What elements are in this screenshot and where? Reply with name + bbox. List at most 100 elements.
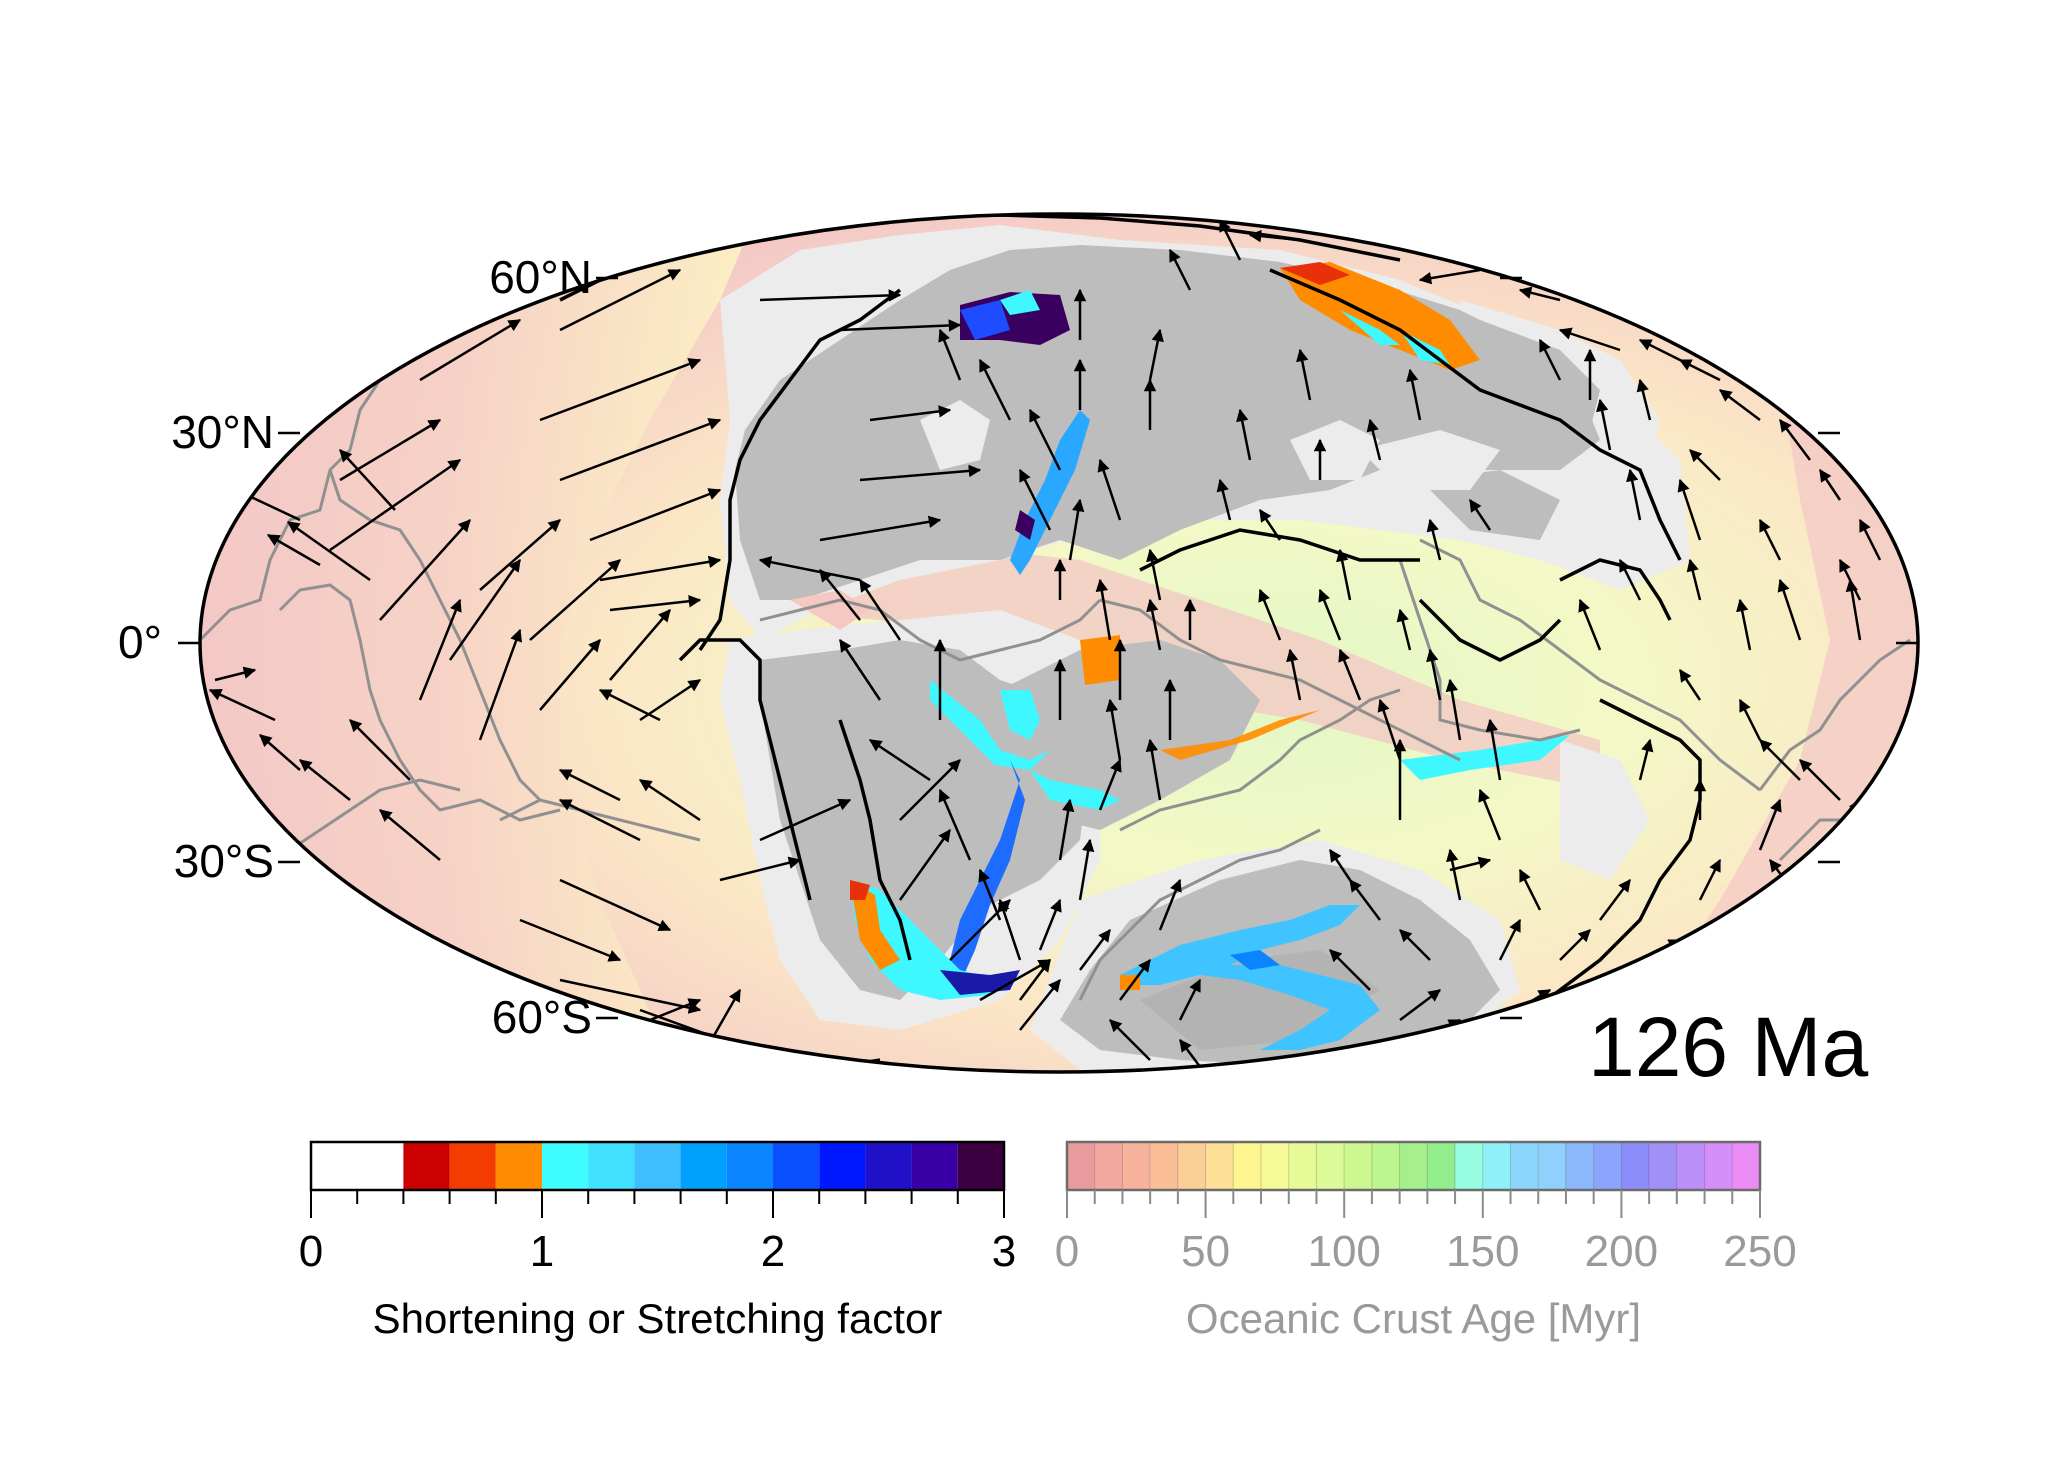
velocity-arrow — [609, 595, 702, 612]
velocity-arrow — [859, 464, 982, 482]
velocity-arrow — [1468, 498, 1492, 531]
velocity-arrow — [609, 609, 671, 681]
velocity-arrow — [839, 319, 962, 332]
velocity-arrow — [479, 519, 561, 591]
velocity-arrow — [1216, 478, 1232, 521]
subduction-zone-line — [1269, 268, 1682, 561]
velocity-arrow — [1518, 286, 1561, 302]
colorbar-segment — [1426, 1141, 1456, 1191]
subduction-zone-line — [678, 638, 812, 901]
velocity-arrow — [1119, 959, 1151, 1001]
velocity-arrow — [1068, 498, 1085, 561]
colorbar-segment — [1205, 1141, 1234, 1191]
colorbar-frame — [1065, 1140, 1762, 1192]
panthalassa-ocean-field — [200, 214, 760, 1072]
velocity-arrow — [286, 520, 371, 582]
velocity-arrow — [419, 318, 522, 382]
velocity-arrow — [899, 759, 961, 821]
velocity-arrow — [1845, 578, 1862, 641]
velocity-arrow — [208, 688, 276, 722]
velocity-arrow — [1148, 328, 1164, 381]
colorbar-segment — [1648, 1141, 1678, 1191]
colorbar-tick-label: 0 — [1054, 1227, 1080, 1276]
velocity-arrow — [599, 555, 722, 582]
velocity-arrow — [1146, 598, 1162, 651]
colorbar-segment — [1260, 1141, 1290, 1191]
velocity-arrow — [1626, 468, 1642, 521]
velocity-arrow — [1258, 508, 1282, 541]
colorbar-segment — [1537, 1141, 1567, 1191]
oceanic-crust-age-colorbar: 0 50 100 150 200 250 Oceanic Crust Age [Myr] — [1055, 1140, 1797, 1360]
plate-boundary-line — [1419, 538, 1761, 792]
velocity-arrow — [299, 759, 351, 801]
colorbar-segment — [773, 1142, 820, 1190]
velocity-arrow — [349, 719, 411, 781]
velocity-arrow — [1559, 929, 1591, 961]
velocity-arrow — [1638, 738, 1654, 781]
velocity-arrow — [759, 798, 852, 842]
velocity-arrow — [1689, 449, 1721, 481]
colorbar-segment — [1454, 1141, 1484, 1191]
colorbar-graphic — [309, 1140, 1006, 1218]
colorbar-segment — [1620, 1141, 1650, 1191]
velocity-arrow — [559, 1048, 682, 1072]
colorbar-segment — [449, 1142, 496, 1190]
colorbar-segment — [1482, 1141, 1512, 1191]
velocity-arrow — [858, 578, 902, 641]
velocity-arrow — [1248, 229, 1301, 243]
colorbar-tick-label: 250 — [1723, 1227, 1797, 1276]
colorbar-tick-label: 2 — [760, 1227, 786, 1276]
velocity-arrow — [1349, 879, 1381, 921]
velocity-arrow — [589, 488, 722, 542]
reconstruction-age-label: 126 Ma — [1588, 1000, 1869, 1094]
stretching-zone-east-tethys — [1400, 735, 1570, 780]
velocity-arrow — [559, 978, 702, 1014]
velocity-arrow — [1838, 558, 1862, 601]
velocity-arrow — [214, 666, 257, 682]
velocity-arrow — [1777, 578, 1802, 641]
colorbar-segment — [726, 1142, 773, 1190]
velocity-arrow — [1518, 868, 1542, 911]
velocity-arrow — [259, 734, 301, 771]
velocity-arrow — [379, 809, 441, 861]
velocity-arrow — [1329, 949, 1371, 991]
velocity-arrow — [519, 918, 622, 962]
velocity-arrow — [1168, 248, 1192, 291]
velocity-arrow — [997, 898, 1022, 961]
velocity-arrow — [1095, 578, 1112, 641]
velocity-arrow — [1736, 598, 1752, 651]
velocity-arrow — [1328, 848, 1352, 881]
velocity-arrow — [1677, 478, 1702, 541]
stretching-zone-central — [1000, 690, 1040, 740]
latitude-ticks — [178, 276, 1918, 1020]
velocity-arrow — [1079, 929, 1111, 971]
colorbar-segment — [1232, 1141, 1262, 1191]
colorbar-segment — [1371, 1141, 1401, 1191]
velocity-arrow — [1109, 1019, 1151, 1061]
velocity-arrow — [1218, 218, 1242, 261]
velocity-arrow — [1678, 358, 1721, 382]
velocity-arrow — [559, 268, 682, 332]
subduction-zone-line — [838, 719, 912, 961]
velocity-arrow — [1318, 588, 1342, 641]
velocity-arrow — [1578, 598, 1602, 651]
velocity-arrow — [339, 449, 396, 511]
colorbar-title: Oceanic Crust Age [Myr] — [1185, 1295, 1642, 1342]
velocity-arrow — [558, 798, 641, 842]
colorbar-segment — [495, 1142, 542, 1190]
velocity-arrow — [448, 558, 522, 661]
lat-label-30n: 30°N — [171, 406, 274, 458]
lat-label-30s: 30°S — [173, 835, 274, 887]
colorbar-segment — [1676, 1141, 1706, 1191]
velocity-arrow — [1178, 978, 1202, 1021]
velocity-arrow — [1858, 518, 1882, 561]
colorbar-tick-label: 3 — [991, 1227, 1017, 1276]
velocity-arrow — [1759, 739, 1801, 781]
velocity-arrow — [1758, 798, 1782, 851]
velocity-arrow — [559, 878, 672, 932]
velocity-arrow — [869, 405, 952, 422]
colorbar-segment — [1593, 1141, 1622, 1191]
velocity-arrow — [1336, 548, 1352, 601]
colorbar-segment — [1704, 1141, 1733, 1191]
velocity-arrow — [598, 688, 661, 722]
